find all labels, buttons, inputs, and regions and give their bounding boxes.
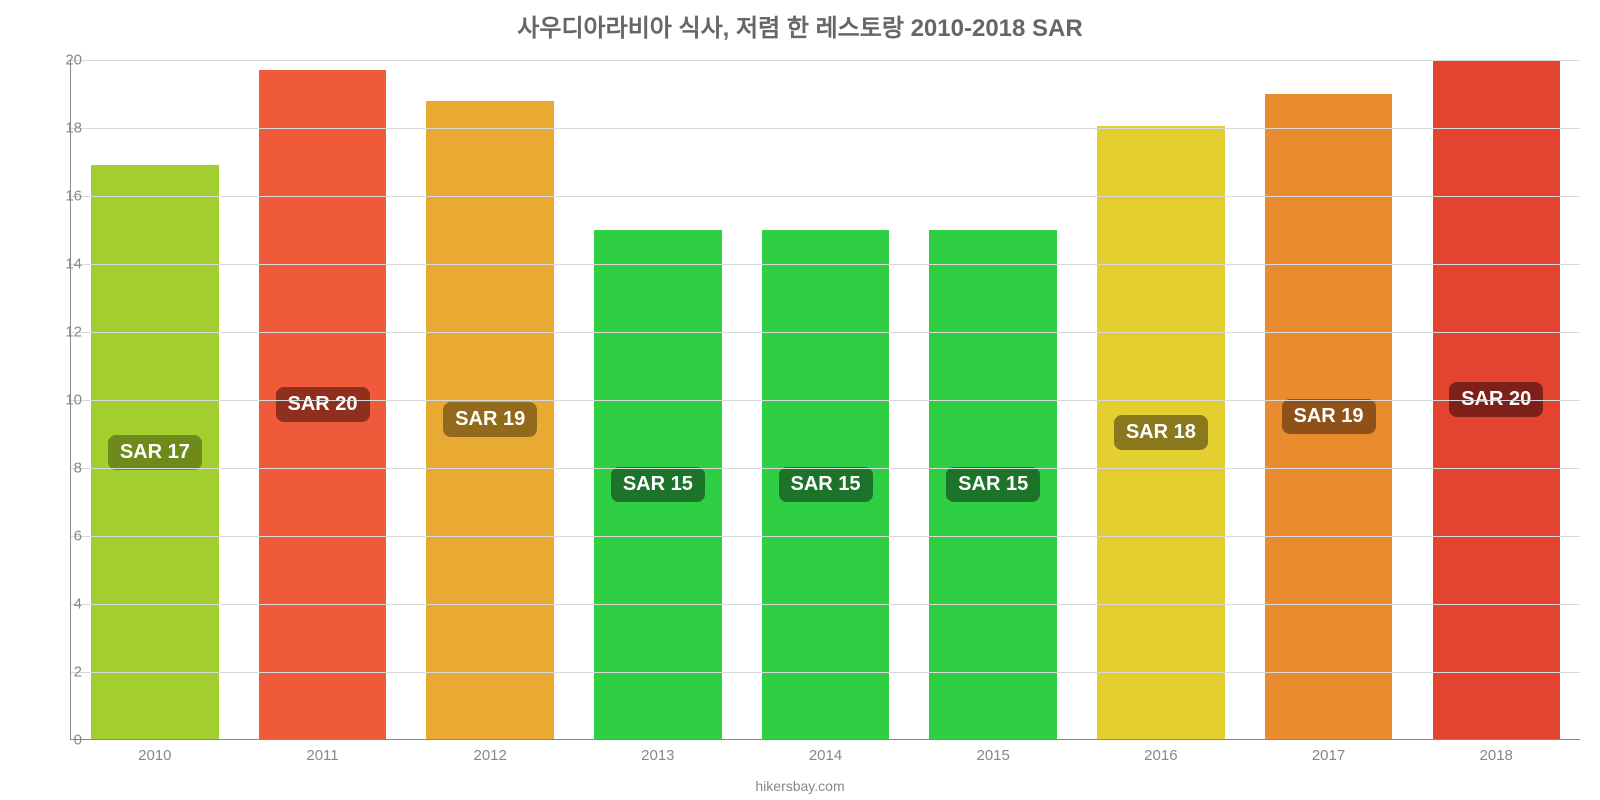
- grid-line: [71, 60, 1580, 61]
- grid-line: [71, 536, 1580, 537]
- x-tick-label: 2010: [138, 747, 171, 764]
- plot-area: SAR 172010SAR 202011SAR 192012SAR 152013…: [70, 60, 1580, 740]
- grid-line: [71, 604, 1580, 605]
- x-tick-label: 2013: [641, 747, 674, 764]
- bar-value-label: SAR 15: [611, 467, 705, 502]
- chart-container: 사우디아라비아 식사, 저렴 한 레스토랑 2010-2018 SAR SAR …: [0, 0, 1600, 800]
- y-tick-label: 12: [32, 324, 82, 341]
- x-tick-label: 2014: [809, 747, 842, 764]
- bar: SAR 19: [1265, 94, 1392, 739]
- x-tick-label: 2018: [1480, 747, 1513, 764]
- grid-line: [71, 400, 1580, 401]
- y-tick-label: 2: [32, 664, 82, 681]
- x-tick-label: 2017: [1312, 747, 1345, 764]
- y-tick-label: 8: [32, 460, 82, 477]
- grid-line: [71, 196, 1580, 197]
- grid-line: [71, 468, 1580, 469]
- grid-line: [71, 128, 1580, 129]
- bar: SAR 17: [91, 165, 218, 739]
- bar: SAR 18: [1097, 126, 1224, 739]
- bar: SAR 15: [762, 230, 889, 739]
- bar: SAR 15: [594, 230, 721, 739]
- bar-value-label: SAR 20: [275, 387, 369, 422]
- y-tick-label: 20: [32, 52, 82, 69]
- x-tick-label: 2012: [473, 747, 506, 764]
- y-tick-label: 6: [32, 528, 82, 545]
- y-tick-label: 18: [32, 120, 82, 137]
- y-tick-label: 0: [32, 732, 82, 749]
- x-tick-label: 2016: [1144, 747, 1177, 764]
- y-tick-label: 4: [32, 596, 82, 613]
- bar-value-label: SAR 18: [1114, 415, 1208, 450]
- bar-value-label: SAR 19: [443, 402, 537, 437]
- grid-line: [71, 672, 1580, 673]
- grid-line: [71, 332, 1580, 333]
- bar-value-label: SAR 19: [1282, 399, 1376, 434]
- chart-title: 사우디아라비아 식사, 저렴 한 레스토랑 2010-2018 SAR: [0, 8, 1600, 43]
- y-tick-label: 16: [32, 188, 82, 205]
- y-tick-label: 10: [32, 392, 82, 409]
- chart-footer: hikersbay.com: [0, 778, 1600, 794]
- x-tick-label: 2015: [977, 747, 1010, 764]
- bar: SAR 15: [929, 230, 1056, 739]
- bar-value-label: SAR 15: [779, 467, 873, 502]
- grid-line: [71, 264, 1580, 265]
- bar: SAR 20: [259, 70, 386, 739]
- bar-value-label: SAR 15: [946, 467, 1040, 502]
- bar-value-label: SAR 17: [108, 435, 202, 470]
- y-tick-label: 14: [32, 256, 82, 273]
- x-tick-label: 2011: [306, 747, 338, 764]
